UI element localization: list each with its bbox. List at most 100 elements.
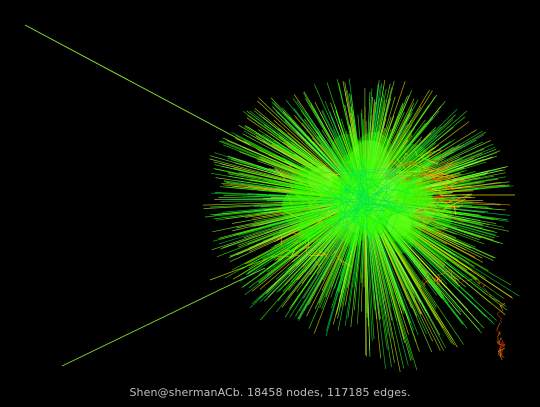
graph-edge [272, 146, 347, 189]
graph-edge [378, 208, 486, 279]
graph-edge [317, 170, 328, 182]
graph-edge [368, 200, 390, 241]
graph-edge [366, 206, 392, 308]
graph-edge [440, 192, 445, 202]
graph-edge [417, 189, 430, 195]
graph-edge [489, 293, 492, 298]
graph-edge [421, 167, 433, 169]
graph-edge [326, 184, 329, 189]
graph-edge [323, 219, 327, 227]
graph-edge [364, 214, 368, 314]
graph-edge [384, 212, 478, 279]
graph-edge [385, 188, 479, 199]
graph-edge [424, 272, 429, 280]
graph-edge [310, 217, 325, 229]
graph-edge [283, 211, 294, 216]
graph-edge [305, 142, 355, 189]
graph-edge [345, 201, 409, 207]
graph-edge [425, 187, 442, 192]
graph-edge [451, 178, 468, 185]
graph-edge [369, 200, 495, 239]
graph-edge [326, 248, 330, 258]
graph-edge [289, 164, 296, 174]
graph-edge [364, 130, 367, 186]
graph-edge [431, 209, 450, 217]
graph-node-cluster [395, 144, 431, 179]
graph-edge [367, 84, 385, 182]
graph-edge [291, 254, 301, 257]
graph-edge [498, 301, 504, 308]
graph-edge [413, 168, 427, 178]
graph-edge [424, 174, 448, 178]
graph-edge [367, 168, 499, 200]
graph-edge [271, 206, 355, 259]
graph-node-cluster [347, 139, 386, 178]
graph-edge [412, 179, 416, 190]
graph-edge [499, 302, 506, 305]
graph-edge [372, 219, 415, 331]
graph-edge [268, 167, 350, 195]
graph-node-cluster [281, 189, 319, 228]
graph-edge [403, 152, 406, 162]
graph-caption: Shen@shermanACb. 18458 nodes, 117185 edg… [129, 386, 411, 399]
graph-edge [338, 178, 367, 198]
graph-edge [499, 319, 503, 323]
graph-edge [441, 190, 447, 195]
graph-edge [496, 322, 501, 331]
graph-edge [439, 182, 456, 190]
graph-edge [432, 227, 447, 229]
graph-edge [318, 186, 385, 227]
graph-edge [421, 177, 448, 181]
graph-edge [307, 193, 320, 207]
graph-edge [438, 199, 457, 210]
graph-edge [439, 159, 452, 170]
graph-edge [326, 176, 373, 206]
graph-edge [336, 162, 352, 172]
graph-node-cluster [387, 213, 412, 237]
graph-node-cluster [383, 209, 403, 228]
graph-edge [343, 189, 398, 205]
graph-edge [444, 199, 511, 206]
graph-edge [379, 171, 476, 197]
graph-edge [329, 111, 362, 189]
graph-edge [366, 201, 455, 346]
graph-edge [423, 215, 451, 224]
graph-edge [366, 207, 393, 321]
graph-edge [442, 204, 463, 211]
graph-edge [367, 212, 401, 372]
graph-edge [373, 206, 506, 315]
graph-edge [499, 341, 504, 346]
graph-edge [340, 167, 402, 176]
graph-edge [352, 158, 366, 223]
graph-edge [296, 194, 311, 203]
graph-edge [262, 204, 353, 242]
graph-edge [358, 163, 364, 207]
graph-edge [360, 221, 365, 283]
graph-edge [365, 86, 379, 194]
graph-edge [377, 156, 461, 195]
graph-edge [227, 155, 365, 201]
graph-edge [400, 211, 406, 216]
graph-edge [303, 183, 315, 195]
graph-edge [298, 206, 360, 280]
graph-edge [378, 207, 414, 220]
graph-edge [365, 199, 480, 255]
graph-edge [375, 219, 445, 351]
graph-edge [212, 199, 365, 242]
graph-edge [290, 250, 295, 258]
graph-edge [364, 207, 367, 356]
graph-edge [258, 211, 345, 265]
graph-edge [451, 217, 464, 223]
graph-edge [338, 200, 366, 310]
graph-edge [423, 280, 428, 285]
graph-edge [258, 209, 351, 275]
graph-edge [398, 160, 403, 167]
graph-edge [312, 164, 326, 173]
graph-edge [339, 162, 343, 223]
graph-edge [330, 180, 337, 190]
graph-edge [445, 161, 454, 169]
graph-edge [373, 204, 512, 286]
graph-edge [420, 208, 425, 212]
graph-edge [294, 229, 303, 236]
